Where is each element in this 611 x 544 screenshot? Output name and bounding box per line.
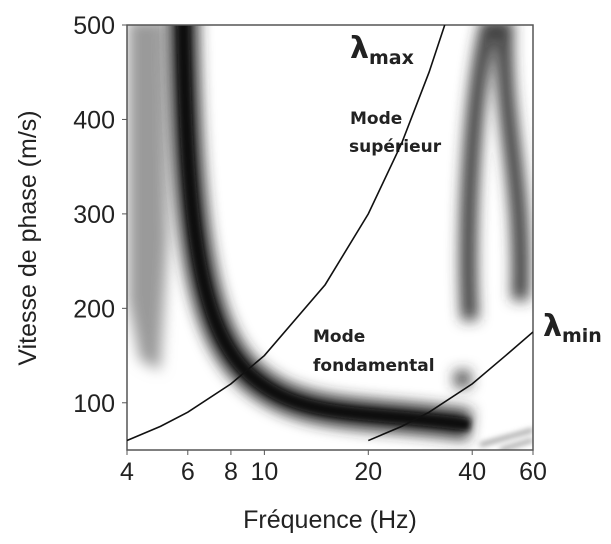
- dispersion-image: [128, 25, 533, 450]
- wavelength-line: [367, 331, 533, 442]
- lines: [127, 25, 533, 442]
- energy-band: [479, 428, 533, 450]
- plot-frame: [126, 24, 534, 451]
- y-tick-label: 200: [73, 295, 115, 323]
- x-tick-label: 4: [120, 458, 134, 486]
- x-tick-label: 6: [181, 458, 195, 486]
- annotation: λmin: [543, 309, 602, 347]
- annotation-subscript: max: [369, 47, 414, 69]
- annotation: supérieur: [349, 137, 442, 157]
- y-axis-label: Vitesse de phase (m/s): [14, 110, 42, 365]
- energy-band: [177, 25, 471, 431]
- annotation: Mode: [313, 327, 365, 347]
- energy-band: [128, 25, 168, 370]
- x-tick-label: 8: [224, 458, 238, 486]
- annotation-symbol: λ: [543, 309, 562, 344]
- x-tick-label: 10: [250, 458, 278, 486]
- annotation: Mode: [350, 109, 402, 129]
- x-tick-label: 40: [458, 458, 486, 486]
- x-axis-label: Fréquence (Hz): [243, 506, 417, 534]
- y-tick-label: 500: [73, 12, 115, 40]
- energy-band: [453, 25, 529, 388]
- y-tick-label: 100: [73, 390, 115, 418]
- annotation: fondamental: [313, 356, 435, 376]
- y-tick-label: 300: [73, 201, 115, 229]
- x-tick-label: 60: [519, 458, 547, 486]
- x-tick-label: 20: [354, 458, 382, 486]
- y-tick-label: 400: [73, 106, 115, 134]
- annotation-symbol: λ: [350, 31, 369, 66]
- annotation-subscript: min: [562, 325, 602, 347]
- wavelength-line: [127, 25, 446, 442]
- annotation: λmax: [350, 31, 414, 69]
